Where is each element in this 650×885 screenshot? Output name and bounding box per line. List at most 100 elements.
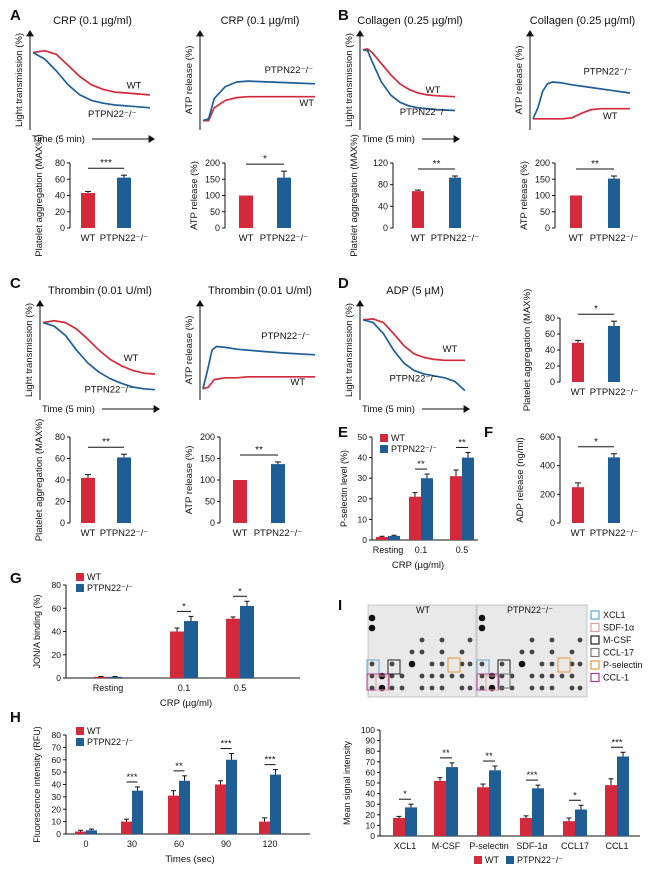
- y-tick-label: 20: [366, 810, 376, 820]
- array-spot: [539, 661, 545, 667]
- array-spot: [479, 685, 485, 691]
- wt-trace-line: [362, 318, 465, 362]
- array-spot: [459, 661, 465, 667]
- legend-swatch-wt: [380, 434, 388, 442]
- y-tick-label: 80: [378, 180, 388, 190]
- ko-bar: [575, 809, 587, 836]
- category-label: 0.5: [456, 545, 469, 555]
- array-spot: [549, 673, 555, 679]
- y-tick-label: 40: [366, 789, 376, 799]
- ko-bar: [86, 830, 97, 834]
- y-axis-label: ATP release (%): [189, 161, 200, 230]
- array-legend-label: CCL-17: [603, 648, 634, 658]
- y-axis-label: ATP release (%): [184, 46, 195, 115]
- legend-label-wt: WT: [87, 726, 101, 736]
- panel-letter-h: H: [10, 709, 21, 726]
- array-box-ccl17: [497, 673, 511, 689]
- array-spot: [419, 685, 425, 691]
- wt-bar: [570, 195, 582, 228]
- array-spot: [509, 673, 515, 679]
- array-spot: [577, 661, 583, 667]
- wt-bar: [259, 821, 270, 834]
- panel-letter-i: I: [338, 597, 342, 614]
- category-label: XCL1: [394, 841, 417, 851]
- y-tick-label: 80: [366, 746, 376, 756]
- y-tick-label: 80: [545, 313, 555, 323]
- legend-label-wt: WT: [485, 855, 499, 865]
- array-spot: [409, 649, 415, 655]
- array-spot: [419, 673, 425, 679]
- significance-label: ***: [126, 772, 137, 783]
- grouped-panel-g: 0 20 40 60 80 JON/A binding (%) Resting 0.1 * 0.5…: [32, 572, 300, 709]
- category-label: 60: [174, 839, 184, 849]
- arrowhead: [196, 300, 204, 307]
- arrowhead: [153, 405, 160, 413]
- y-tick-label: 0: [550, 377, 555, 387]
- category-label: WT: [411, 233, 426, 244]
- array-spot: [569, 685, 575, 691]
- array-legend-swatch: [590, 635, 600, 645]
- significance-label: ***: [264, 755, 275, 766]
- arrowhead: [148, 135, 155, 143]
- array-spot: [577, 685, 583, 691]
- y-tick-label: 40: [358, 453, 368, 463]
- array-spot: [399, 685, 405, 691]
- bar-panel-c4: 0 50 100 150 200 ATP release (%) WT PTPN22⁻/⁻ **: [184, 432, 302, 539]
- wt-bar: [121, 821, 132, 834]
- ko-bar: [608, 178, 620, 228]
- y-tick-label: 20: [358, 494, 368, 504]
- category-label: 30: [127, 839, 137, 849]
- category-label: PTPN22⁻/⁻: [590, 387, 639, 398]
- array-spot: [529, 637, 535, 643]
- ko-bar: [446, 767, 458, 836]
- y-tick-label: 90: [366, 736, 376, 746]
- y-axis-label: Light transmission (%): [14, 33, 25, 127]
- array-spot: [467, 685, 473, 691]
- array-box-pselectin: [447, 657, 461, 673]
- wt-bar: [450, 476, 462, 540]
- y-tick-label: 0: [370, 831, 375, 841]
- y-axis-label: JON/A binding (%): [32, 594, 42, 668]
- arrowhead: [196, 30, 204, 37]
- panel-letter-d: D: [338, 275, 349, 292]
- significance-label: **: [255, 445, 263, 456]
- array-legend-swatch: [590, 610, 600, 620]
- ko-trace-line: [42, 321, 156, 391]
- wt-curve-label: WT: [603, 111, 618, 122]
- significance-label: ***: [220, 739, 231, 750]
- arrowhead: [36, 300, 44, 307]
- trace-panel-a2: CRP (0.1 µg/ml) ATP release (%) WT PTPN22⁻/…: [184, 15, 316, 130]
- wt-bar: [477, 787, 489, 836]
- ko-bar: [108, 676, 122, 678]
- wt-bar: [434, 780, 446, 836]
- significance-label: ***: [611, 737, 622, 748]
- significance-label: **: [102, 437, 110, 448]
- y-tick-label: 0: [550, 518, 555, 528]
- y-tick-label: 40: [52, 627, 62, 637]
- category-label: CCL17: [561, 841, 589, 851]
- wt-bar: [572, 487, 584, 523]
- wt-bar: [239, 195, 253, 228]
- y-tick-label: 10: [366, 820, 376, 830]
- category-label: 0.1: [415, 545, 428, 555]
- category-label: PTPN22⁻/⁻: [590, 233, 639, 244]
- ko-bar: [117, 457, 131, 523]
- y-tick-label: 150: [200, 454, 215, 464]
- category-label: 0.5: [234, 683, 247, 693]
- y-tick-label: 30: [358, 473, 368, 483]
- array-spot: [479, 661, 485, 667]
- trace-panel-b2: Collagen (0.25 µg/ml) ATP release (%) WT PT…: [514, 15, 635, 130]
- wt-bar: [170, 631, 184, 678]
- category-label: M-CSF: [432, 841, 461, 851]
- ko-bar: [117, 177, 131, 228]
- array-spot: [467, 637, 473, 643]
- array-title-ko: PTPN22⁻/⁻: [507, 605, 553, 615]
- legend-swatch-ko: [380, 445, 388, 453]
- y-axis-label: ATP release (%): [184, 446, 195, 515]
- array-spot: [449, 673, 455, 679]
- array-spot: [369, 661, 375, 667]
- y-tick-label: 20: [52, 804, 62, 814]
- category-label: PTPN22⁻/⁻: [254, 528, 303, 539]
- array-legend-swatch: [590, 660, 600, 670]
